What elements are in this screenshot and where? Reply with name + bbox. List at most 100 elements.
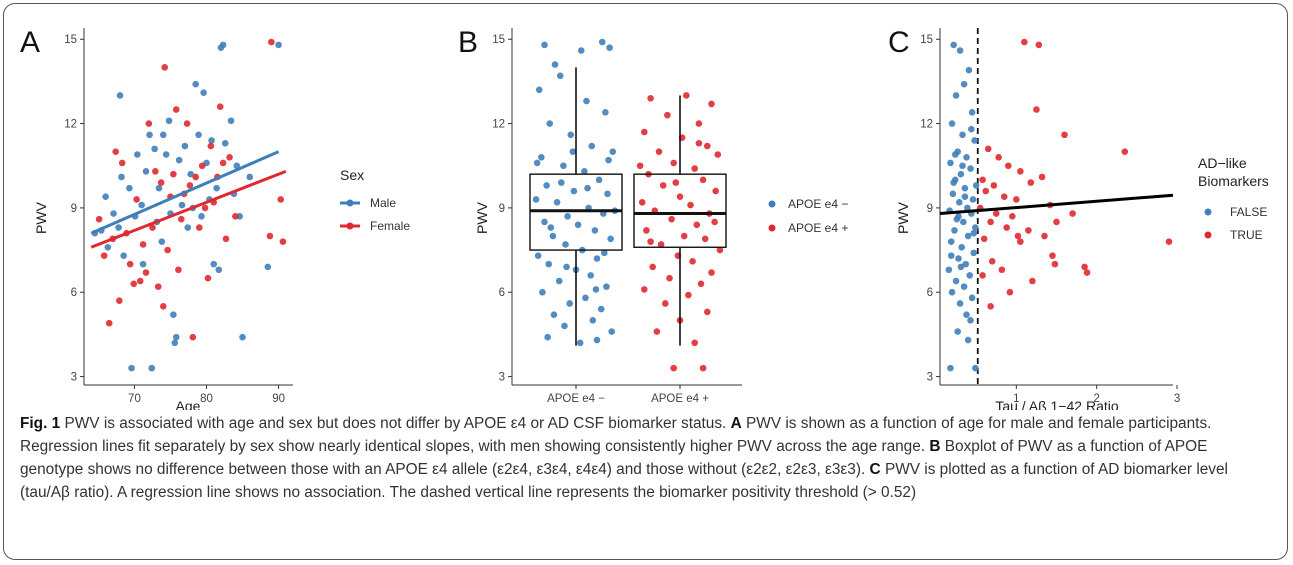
point-true xyxy=(1009,213,1016,220)
point-male xyxy=(151,145,158,153)
point-apoe-pos xyxy=(676,193,684,200)
point-apoe-neg xyxy=(584,184,591,192)
point-apoe-neg xyxy=(604,190,611,198)
point-false xyxy=(960,80,968,88)
point-apoe-pos xyxy=(695,120,703,127)
legend-label-true: TRUE xyxy=(1230,228,1263,242)
point-male xyxy=(116,92,124,99)
point-false xyxy=(960,218,967,226)
point-apoe-neg xyxy=(588,142,596,150)
point-male xyxy=(181,142,189,150)
point-apoe-pos xyxy=(672,179,680,186)
point-apoe-neg xyxy=(541,218,548,226)
point-false xyxy=(949,190,957,198)
point-female xyxy=(277,196,285,203)
point-true xyxy=(1041,232,1048,240)
point-male xyxy=(102,193,109,200)
point-female xyxy=(226,154,233,161)
point-apoe-neg xyxy=(597,305,605,313)
point-apoe-neg xyxy=(545,260,552,268)
point-male xyxy=(110,210,117,217)
point-female xyxy=(152,168,159,175)
point-false xyxy=(948,120,956,127)
point-apoe-pos xyxy=(704,308,711,316)
point-false xyxy=(954,328,961,335)
point-female xyxy=(183,120,191,127)
point-false xyxy=(955,213,962,220)
x-tick-label-a: 90 xyxy=(272,393,285,405)
point-female xyxy=(159,302,167,310)
point-false xyxy=(970,249,978,257)
axes-b: 3 6 9 12 15 APOE e4 − APOE e4 + xyxy=(492,28,742,405)
point-apoe-pos xyxy=(662,300,669,307)
point-male xyxy=(175,156,183,164)
point-apoe-pos xyxy=(695,139,703,147)
point-apoe-pos xyxy=(683,92,690,99)
point-male xyxy=(159,131,167,139)
panel-a: A PWV Age 3 6 9 12 15 70 80 90 Sex Male Female xyxy=(20,26,410,410)
y-axis-label-b: PWV xyxy=(474,201,490,234)
point-true xyxy=(1121,148,1129,155)
y-tick-label-c: 6 xyxy=(927,287,933,299)
point-false xyxy=(957,170,965,178)
axes-a: 3 6 9 12 15 70 80 90 xyxy=(64,28,293,405)
point-apoe-neg xyxy=(577,47,585,54)
point-male xyxy=(146,131,153,139)
point-false xyxy=(965,66,973,74)
point-male xyxy=(118,173,125,181)
point-apoe-pos xyxy=(714,151,722,158)
point-apoe-neg xyxy=(564,213,571,220)
x-axis-label-a: Age xyxy=(176,398,201,410)
figure-frame xyxy=(3,3,1288,560)
point-female xyxy=(95,215,103,223)
point-false xyxy=(972,182,980,189)
point-false xyxy=(964,232,972,240)
regression-lines-a xyxy=(90,150,287,249)
point-apoe-pos xyxy=(693,221,701,229)
point-false xyxy=(951,151,959,158)
point-true xyxy=(1014,232,1022,240)
point-true xyxy=(1053,218,1060,226)
y-tick-label-b: 12 xyxy=(492,119,505,131)
point-false xyxy=(962,260,970,268)
point-male xyxy=(158,238,166,245)
box-iqr xyxy=(633,173,727,248)
x-tick-label-c: 3 xyxy=(1174,393,1180,405)
point-apoe-pos xyxy=(708,269,715,276)
point-female xyxy=(154,283,162,290)
point-apoe-pos xyxy=(664,111,671,119)
point-false xyxy=(963,154,970,161)
point-male xyxy=(155,184,163,192)
legend-title-c-line1: AD−like xyxy=(1198,155,1247,171)
point-apoe-pos xyxy=(691,165,698,172)
point-apoe-neg xyxy=(601,249,608,257)
point-female xyxy=(175,266,182,274)
point-false xyxy=(947,238,955,245)
point-true xyxy=(1069,210,1076,217)
point-apoe-pos xyxy=(659,182,667,189)
regression-line-male xyxy=(90,150,280,235)
point-male xyxy=(170,311,177,319)
point-apoe-neg xyxy=(561,322,568,330)
point-false xyxy=(969,196,977,203)
point-true xyxy=(995,154,1002,161)
point-false xyxy=(964,204,971,212)
point-apoe-neg xyxy=(538,154,545,161)
point-male xyxy=(142,168,150,175)
point-apoe-neg xyxy=(546,120,554,127)
point-apoe-neg xyxy=(544,333,551,341)
x-tick-label-b: APOE e4 − xyxy=(547,393,605,405)
point-apoe-pos xyxy=(689,258,696,265)
point-apoe-neg xyxy=(587,272,594,279)
point-false xyxy=(947,159,954,167)
legend-swatch-apoe-pos xyxy=(768,224,776,232)
point-male xyxy=(210,260,218,268)
point-apoe-pos xyxy=(666,274,673,282)
point-female xyxy=(207,142,215,150)
point-apoe-neg xyxy=(591,227,599,234)
point-female xyxy=(149,224,156,231)
panel-b: B PWV 3 6 9 12 15 APOE e4 − APOE e4 + APOE e4 … xyxy=(458,26,848,405)
point-female xyxy=(164,246,171,254)
point-apoe-pos xyxy=(647,238,654,245)
point-false xyxy=(970,229,978,237)
